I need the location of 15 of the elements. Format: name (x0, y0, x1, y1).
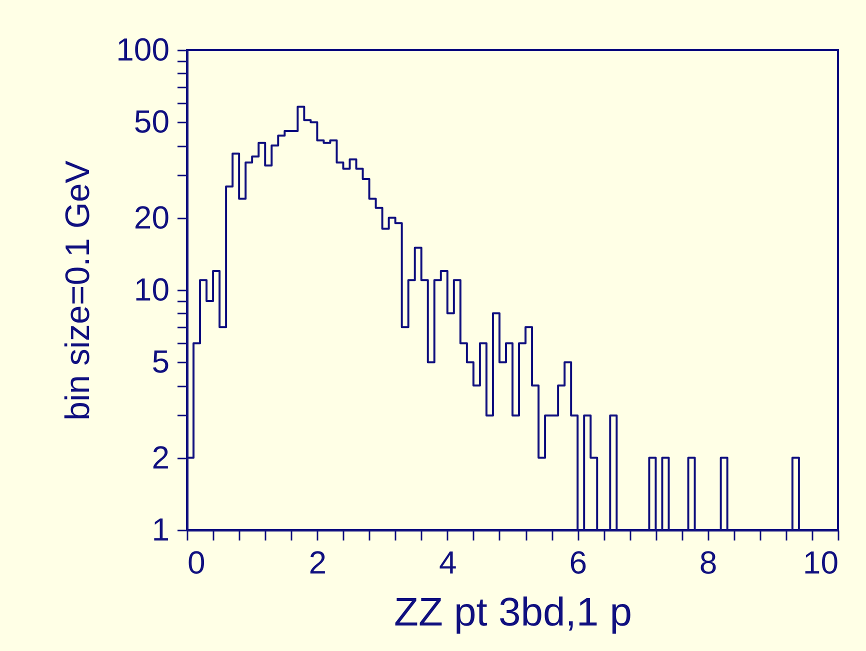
x-tick-label: 2 (308, 544, 327, 580)
x-tick-label: 6 (569, 544, 587, 580)
x-tick-label: 0 (188, 544, 206, 580)
x-tick-label: 8 (699, 544, 718, 580)
x-tick-label: 10 (802, 544, 838, 580)
y-tick-label: 1 (152, 512, 170, 548)
y-tick-label: 20 (134, 199, 170, 236)
x-axis-title: ZZ pt 3bd,1 p (394, 590, 632, 634)
x-tick-label: 4 (439, 544, 457, 580)
y-tick-label: 100 (116, 32, 170, 68)
y-tick-label: 50 (134, 104, 170, 140)
y-axis-title: bin size=0.1 GeV (59, 160, 98, 420)
y-tick-label: 5 (152, 344, 170, 380)
y-tick-label: 10 (134, 272, 170, 308)
y-tick-label: 2 (152, 439, 170, 476)
